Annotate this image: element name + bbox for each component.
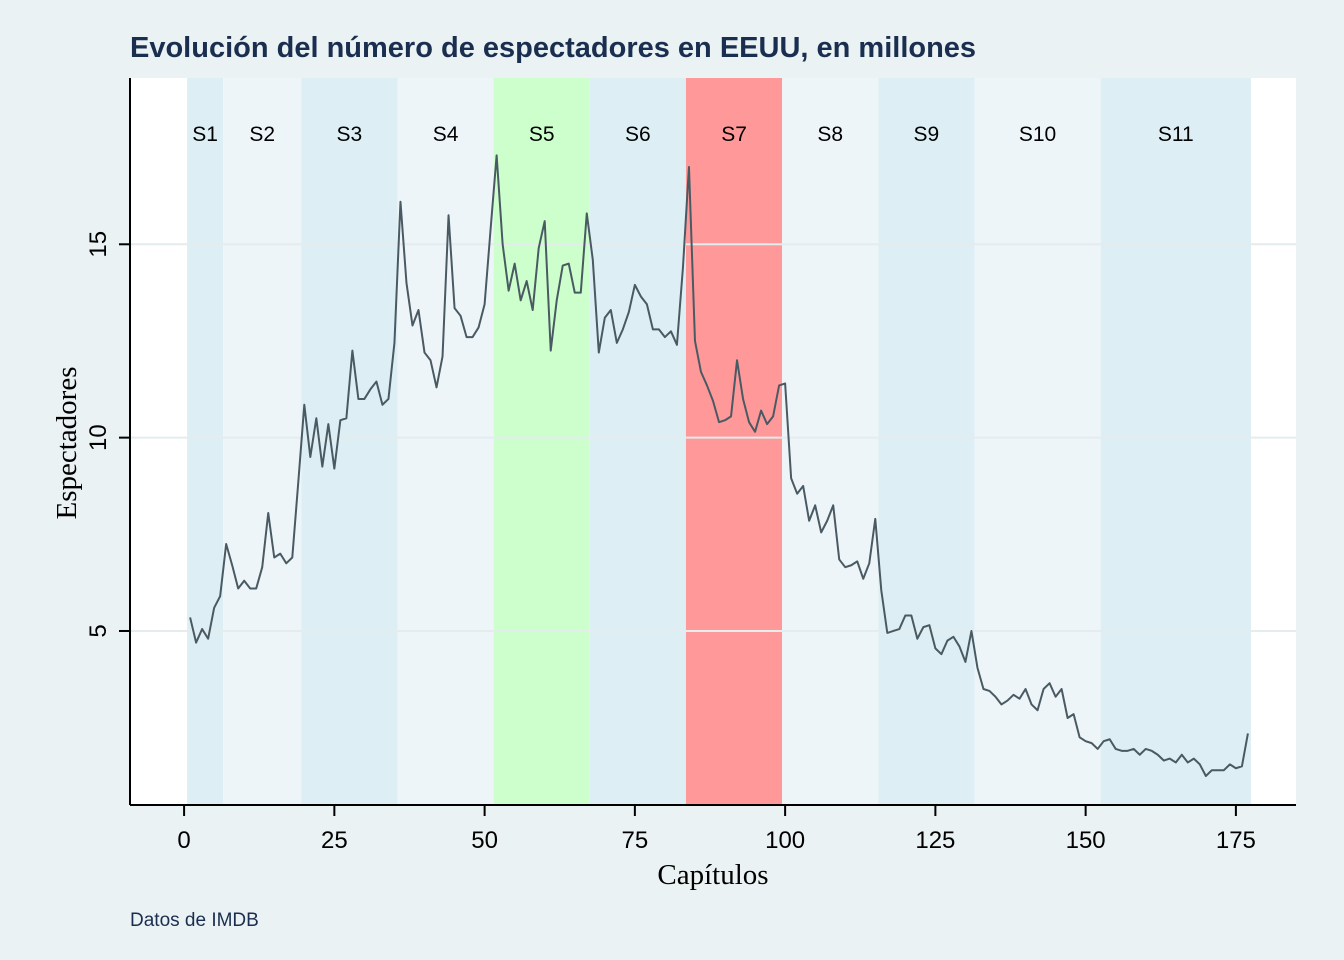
- season-label-s3: S3: [337, 123, 363, 146]
- season-bands: [187, 78, 1251, 805]
- x-axis-title: Capítulos: [657, 859, 768, 891]
- x-tick-label-75: 75: [622, 827, 649, 854]
- season-band-s10: [974, 78, 1101, 805]
- season-label-s9: S9: [914, 123, 940, 146]
- y-axis-ticks: 5 10 15: [85, 231, 130, 638]
- season-label-s2: S2: [249, 123, 275, 146]
- y-tick-label-10: 10: [85, 424, 112, 451]
- season-band-s8: [782, 78, 879, 805]
- season-label-s7: S7: [721, 123, 747, 146]
- x-tick-label-125: 125: [915, 827, 955, 854]
- season-band-s5: [493, 78, 590, 805]
- y-tick-label-5: 5: [85, 624, 112, 637]
- season-band-s6: [589, 78, 686, 805]
- y-axis-title: Espectadores: [51, 367, 83, 520]
- axes: [129, 78, 1296, 806]
- x-tick-label-100: 100: [765, 827, 805, 854]
- season-label-s5: S5: [529, 123, 555, 146]
- season-band-s1: [187, 78, 224, 805]
- x-axis-ticks: 0 25 50 75 100 125 150 175: [177, 805, 1256, 854]
- chart-title: Evolución del número de espectadores en …: [130, 32, 976, 64]
- series-layer: [189, 154, 1249, 777]
- x-tick-label-25: 25: [321, 827, 348, 854]
- season-band-s2: [223, 78, 302, 805]
- season-band-s7: [685, 78, 783, 805]
- season-label-s8: S8: [817, 123, 843, 146]
- x-tick-label-175: 175: [1216, 827, 1256, 854]
- x-tick-label-50: 50: [471, 827, 498, 854]
- season-label-s1: S1: [192, 123, 218, 146]
- season-label-s10: S10: [1019, 123, 1056, 146]
- y-tick-label-15: 15: [85, 231, 112, 258]
- x-tick-label-150: 150: [1066, 827, 1106, 854]
- x-tick-label-0: 0: [177, 827, 190, 854]
- season-band-s9: [878, 78, 975, 805]
- season-label-s11: S11: [1158, 123, 1194, 146]
- season-label-s6: S6: [625, 123, 651, 146]
- season-band-s11: [1100, 78, 1251, 805]
- source-note: Datos de IMDB: [130, 910, 259, 931]
- season-band-s3: [301, 78, 398, 805]
- series-line: [189, 154, 1249, 777]
- gridlines: [130, 243, 1296, 632]
- season-label-s4: S4: [433, 123, 459, 146]
- season-labels: S1 S2 S3 S4 S5 S6 S7 S8 S9 S10 S11: [192, 123, 1193, 146]
- season-band-s4: [397, 78, 494, 805]
